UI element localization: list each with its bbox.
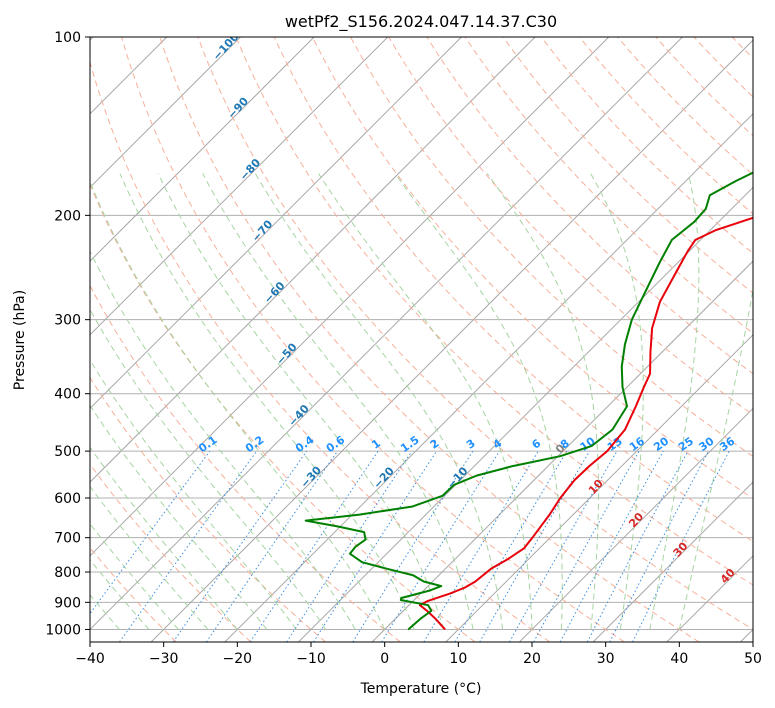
isotherm-gridline: [592, 481, 753, 642]
isotherm-gridline: [150, 39, 753, 642]
isotherm-gridline: [90, 37, 536, 483]
x-tick-label: 30: [597, 651, 615, 667]
isotherm-gridline: [90, 37, 315, 262]
moist-adiabat: [394, 173, 563, 630]
isotherm-gridline: [445, 334, 753, 642]
dry-adiabat: [579, 37, 753, 215]
mixing-ratio-line: [381, 450, 500, 642]
isotherm-gridline: [519, 407, 753, 642]
moist-adiabat: [90, 485, 209, 630]
moist-adiabat: [318, 173, 533, 630]
dry-adiabat: [464, 37, 753, 334]
dry-adiabat: [235, 37, 753, 586]
dry-adiabat: [159, 37, 700, 642]
moist-adiabat: [90, 446, 238, 630]
moist-adiabat: [90, 308, 327, 630]
moist-adiabat: [649, 173, 700, 630]
dry-adiabat: [388, 37, 753, 416]
moist-adiabat: [90, 180, 386, 630]
isotherm-gridline: [90, 37, 241, 189]
y-tick-label: 600: [54, 491, 81, 507]
dry-adiabat: [90, 60, 551, 642]
y-axis-label: Pressure (hPa): [12, 290, 28, 390]
x-tick-label: −20: [223, 651, 253, 667]
y-tick-label: 100: [54, 30, 81, 46]
dry-adiabat: [617, 37, 753, 176]
chart-title: wetPf2_S156.2024.047.14.37.C30: [285, 12, 557, 32]
y-tick-label: 900: [54, 595, 81, 611]
dry-adiabat: [90, 463, 252, 642]
dry-adiabat: [90, 284, 401, 642]
isotherm-gridline: [371, 260, 753, 642]
y-tick-label: 400: [54, 387, 81, 403]
dry-adiabat: [197, 37, 753, 631]
moist-adiabat: [486, 173, 599, 630]
dewpoint-profile-line: [304, 171, 753, 631]
y-tick-label: 1000: [45, 622, 81, 638]
x-tick-label: −10: [296, 651, 326, 667]
x-tick-label: 10: [449, 651, 467, 667]
x-tick-label: 40: [670, 651, 688, 667]
mixing-ratio-line: [90, 450, 211, 615]
y-tick-label: 500: [54, 444, 81, 460]
moist-adiabat: [254, 173, 504, 630]
axes: −40 −30 −20 −10 0 10 20 30 40 50 100 200 300 400 500 60…: [45, 30, 762, 667]
y-tick-label: 800: [54, 565, 81, 581]
mixing-ratio-line: [172, 450, 308, 642]
dry-adiabat: [311, 37, 753, 500]
x-tick-label: −30: [149, 651, 179, 667]
x-tick-label: −40: [75, 651, 105, 667]
mixing-ratio-line: [533, 450, 640, 642]
mixing-ratio-line: [313, 450, 438, 642]
moist-adiabat: [678, 286, 753, 630]
moist-adiabat: [90, 523, 179, 630]
mixing-ratio-line: [352, 450, 474, 642]
mixing-ratio-line: [119, 450, 258, 642]
mixing-ratio-line: [423, 450, 539, 642]
x-tick-label: 0: [380, 651, 389, 667]
mixing-ratio-line: [454, 450, 568, 642]
isotherm-gridline: [90, 37, 683, 631]
isotherm-gridline: [90, 37, 389, 336]
isotherm-gridline: [90, 37, 462, 410]
plot-frame: [89, 36, 754, 643]
temperature-profile-line: [418, 216, 753, 631]
dry-adiabat: [350, 37, 753, 457]
x-axis-label: Temperature (°C): [360, 681, 482, 697]
y-tick-label: 200: [54, 208, 81, 224]
moist-adiabat: [119, 173, 415, 630]
isotherm-gridline: [224, 113, 753, 642]
mixing-ratio-line: [205, 450, 338, 642]
moist-adiabat: [202, 173, 474, 630]
mixing-ratio-line: [559, 450, 664, 642]
x-tick-label: 20: [523, 651, 541, 667]
mixing-ratio-line: [509, 450, 618, 642]
moist-adiabat: [590, 173, 644, 630]
dry-adiabat: [502, 37, 753, 294]
mixing-ratio-line: [479, 450, 591, 642]
moist-adiabat: [90, 559, 150, 630]
y-tick-label: 300: [54, 313, 81, 329]
isotherm-gridline: [90, 37, 610, 557]
moist-adiabat: [90, 250, 356, 630]
y-tick-label: 700: [54, 531, 81, 547]
x-tick-label: 50: [744, 651, 762, 667]
